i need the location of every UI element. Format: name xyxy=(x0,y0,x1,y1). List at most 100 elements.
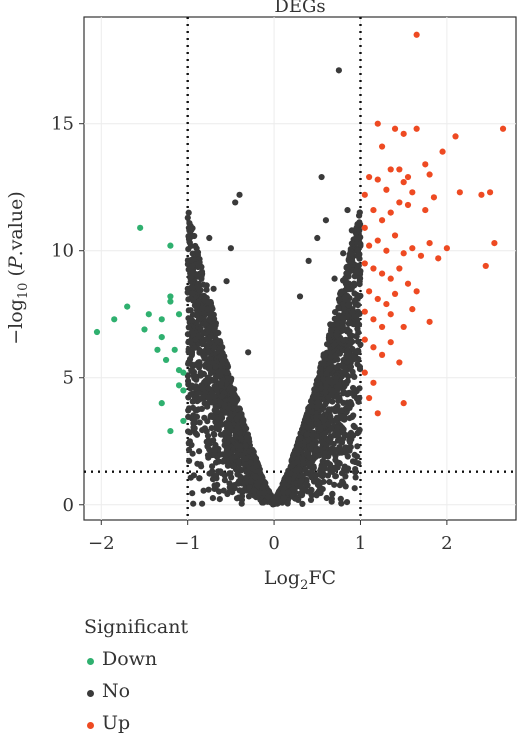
y-tick-label: 5 xyxy=(63,368,74,389)
point-no xyxy=(344,206,351,214)
point-no xyxy=(236,429,243,436)
point-no xyxy=(296,293,304,300)
point-no xyxy=(300,423,307,430)
point-up xyxy=(400,130,407,137)
point-no xyxy=(327,414,334,421)
point-no xyxy=(314,234,321,242)
point-up xyxy=(374,295,381,303)
point-down xyxy=(175,382,183,389)
point-down xyxy=(167,298,174,305)
point-no xyxy=(188,441,195,449)
point-no xyxy=(351,424,358,431)
point-no xyxy=(352,466,359,473)
point-no xyxy=(224,434,231,441)
point-no xyxy=(325,460,332,467)
point-no xyxy=(292,495,299,502)
point-no xyxy=(351,386,358,393)
legend-item-no: No xyxy=(84,680,188,712)
point-no xyxy=(188,328,196,336)
point-no xyxy=(330,388,337,395)
point-no xyxy=(320,416,328,423)
point-no xyxy=(332,309,339,316)
point-down xyxy=(158,316,165,323)
point-up xyxy=(400,400,407,407)
point-no xyxy=(221,477,228,484)
point-no xyxy=(243,469,250,476)
point-no xyxy=(320,431,327,438)
point-no xyxy=(218,356,225,364)
point-up xyxy=(374,120,381,127)
point-no xyxy=(305,405,312,412)
point-no xyxy=(212,363,219,370)
point-no xyxy=(234,424,241,432)
point-no xyxy=(302,480,309,487)
point-up xyxy=(361,260,368,267)
point-no xyxy=(224,362,231,369)
point-no xyxy=(325,437,332,444)
point-no xyxy=(206,316,213,323)
point-no xyxy=(187,337,194,344)
legend-label-no: No xyxy=(102,680,131,702)
point-no xyxy=(308,492,315,499)
point-up xyxy=(417,252,425,259)
point-up xyxy=(404,280,412,287)
point-no xyxy=(201,389,209,397)
point-no xyxy=(345,302,352,309)
point-up xyxy=(378,323,386,331)
point-no xyxy=(187,242,195,249)
point-no xyxy=(331,275,338,282)
threshold-lines xyxy=(84,17,516,520)
point-no xyxy=(187,348,194,355)
point-no xyxy=(195,260,202,267)
legend-item-down: Down xyxy=(84,648,188,680)
point-up xyxy=(366,288,373,295)
x-tick-label: −2 xyxy=(88,533,115,554)
point-no xyxy=(335,67,342,74)
point-no xyxy=(200,487,207,494)
point-no xyxy=(188,361,195,368)
y-axis-ticks: 0 5 10 15 xyxy=(51,114,84,516)
legend-title: Significant xyxy=(84,616,189,638)
point-no xyxy=(336,394,343,401)
point-no xyxy=(254,482,261,489)
point-no xyxy=(226,470,233,477)
point-no xyxy=(356,209,363,216)
point-up xyxy=(387,339,394,346)
point-no xyxy=(322,388,329,395)
point-no xyxy=(215,468,222,475)
point-up xyxy=(456,189,463,196)
point-no xyxy=(356,366,364,373)
point-no xyxy=(352,348,359,355)
point-up xyxy=(391,232,399,239)
point-no xyxy=(213,408,220,415)
point-no xyxy=(228,388,235,395)
point-no xyxy=(320,359,327,366)
point-no xyxy=(244,431,251,438)
point-up xyxy=(387,166,394,173)
point-no xyxy=(216,496,223,503)
point-no xyxy=(226,450,233,457)
point-no xyxy=(266,489,273,496)
point-no xyxy=(319,439,326,446)
point-no xyxy=(299,500,306,507)
point-no xyxy=(190,297,197,304)
point-no xyxy=(309,441,316,448)
point-no xyxy=(212,398,219,405)
point-no xyxy=(193,413,201,420)
point-no xyxy=(354,270,361,277)
point-no xyxy=(234,405,241,412)
point-no xyxy=(209,463,216,470)
point-no xyxy=(251,492,258,499)
point-down xyxy=(154,346,161,353)
point-up xyxy=(378,270,386,277)
point-no xyxy=(225,405,232,412)
point-no xyxy=(289,462,296,469)
point-no xyxy=(311,385,318,392)
point-no xyxy=(323,370,330,377)
point-no xyxy=(233,415,241,422)
point-no xyxy=(334,317,341,324)
point-no xyxy=(199,427,206,434)
point-up xyxy=(426,171,433,178)
point-no xyxy=(315,452,322,459)
point-up xyxy=(387,311,394,318)
